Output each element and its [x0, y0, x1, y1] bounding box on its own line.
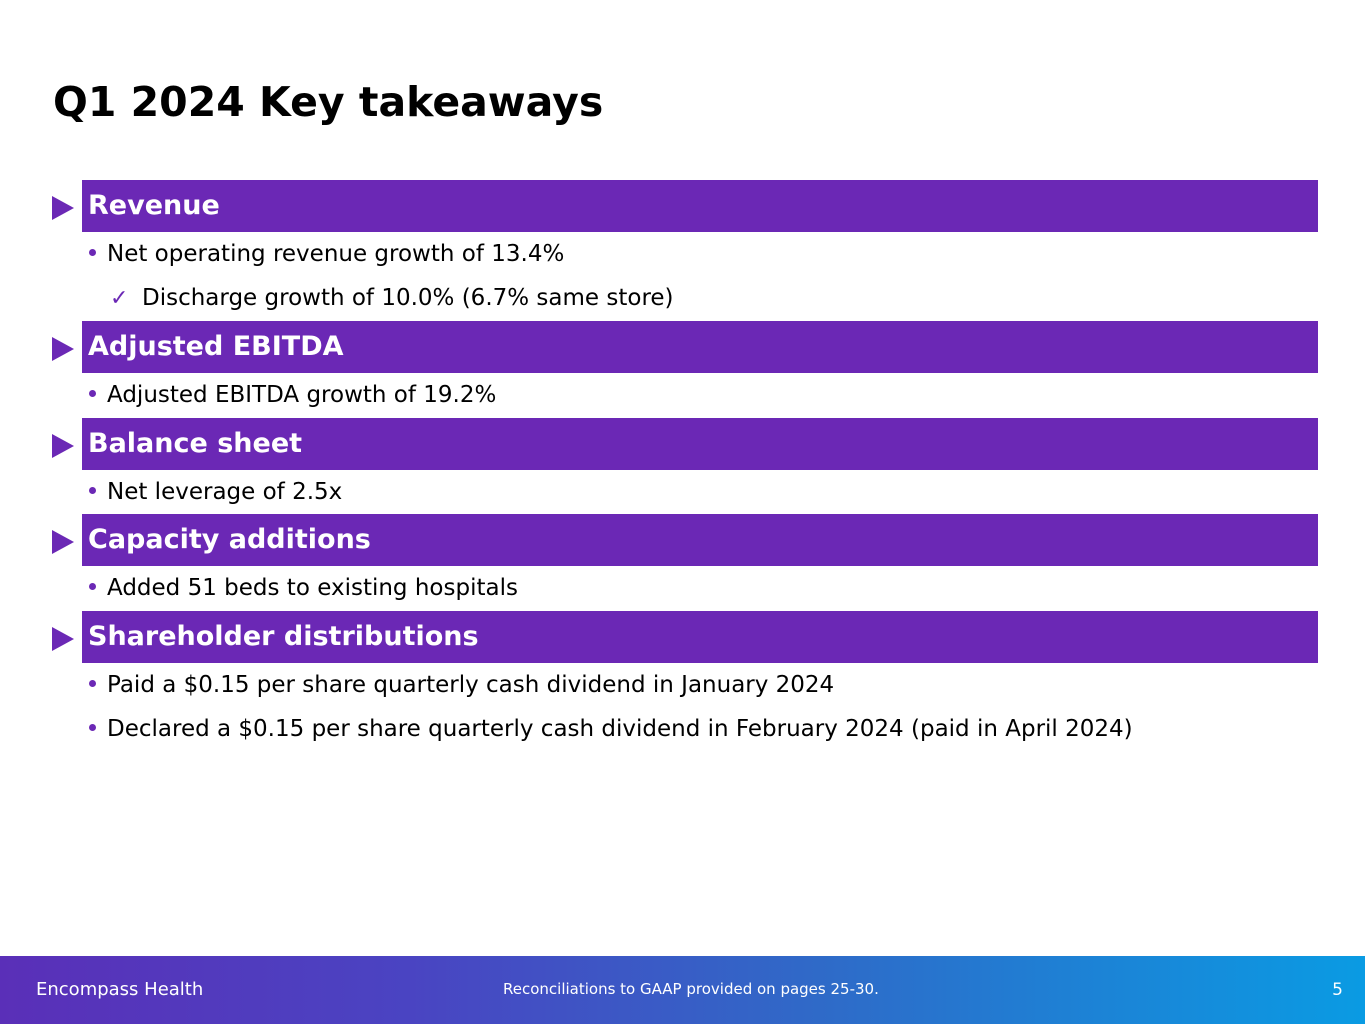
footer-note: Reconciliations to GAAP provided on page… — [503, 980, 879, 998]
page-title: Q1 2024 Key takeaways — [53, 78, 604, 126]
sub-list-item: ✓ Discharge growth of 10.0% (6.7% same st… — [110, 282, 674, 315]
section-header-revenue: Revenue — [82, 180, 1318, 232]
section-header-adjusted-ebitda: Adjusted EBITDA — [82, 321, 1318, 373]
footer-bar: Encompass Health Reconciliations to GAAP… — [0, 956, 1365, 1024]
bullet-text: Net leverage of 2.5x — [107, 479, 343, 505]
play-arrow-icon — [52, 530, 74, 554]
company-name: Encompass Health — [36, 979, 204, 1000]
bullet-text: Added 51 beds to existing hospitals — [107, 575, 518, 601]
list-item: Net leverage of 2.5x — [87, 476, 342, 508]
section-header-balance-sheet: Balance sheet — [82, 418, 1318, 470]
list-item: Net operating revenue growth of 13.4% — [87, 238, 564, 270]
play-arrow-icon — [52, 627, 74, 651]
section-header-shareholder-distributions: Shareholder distributions — [82, 611, 1318, 663]
list-item: Adjusted EBITDA growth of 19.2% — [87, 379, 496, 411]
bullet-dot-icon — [89, 390, 96, 397]
bullet-text: Adjusted EBITDA growth of 19.2% — [107, 382, 497, 408]
bullet-text: Net operating revenue growth of 13.4% — [107, 241, 565, 267]
checkmark-icon: ✓ — [110, 286, 129, 311]
play-arrow-icon — [52, 337, 74, 361]
list-item: Paid a $0.15 per share quarterly cash di… — [87, 669, 834, 701]
bullet-dot-icon — [89, 249, 96, 256]
play-arrow-icon — [52, 196, 74, 220]
section-header-capacity-additions: Capacity additions — [82, 514, 1318, 566]
bullet-dot-icon — [89, 724, 96, 731]
bullet-text: Declared a $0.15 per share quarterly cas… — [107, 716, 1133, 742]
bullet-dot-icon — [89, 487, 96, 494]
bullet-dot-icon — [89, 680, 96, 687]
page-number: 5 — [1332, 980, 1343, 1000]
play-arrow-icon — [52, 434, 74, 458]
bullet-text: Paid a $0.15 per share quarterly cash di… — [107, 672, 835, 698]
bullet-dot-icon — [89, 583, 96, 590]
list-item: Added 51 beds to existing hospitals — [87, 572, 518, 604]
list-item: Declared a $0.15 per share quarterly cas… — [87, 713, 1133, 745]
sub-bullet-text: Discharge growth of 10.0% (6.7% same sto… — [142, 285, 674, 311]
